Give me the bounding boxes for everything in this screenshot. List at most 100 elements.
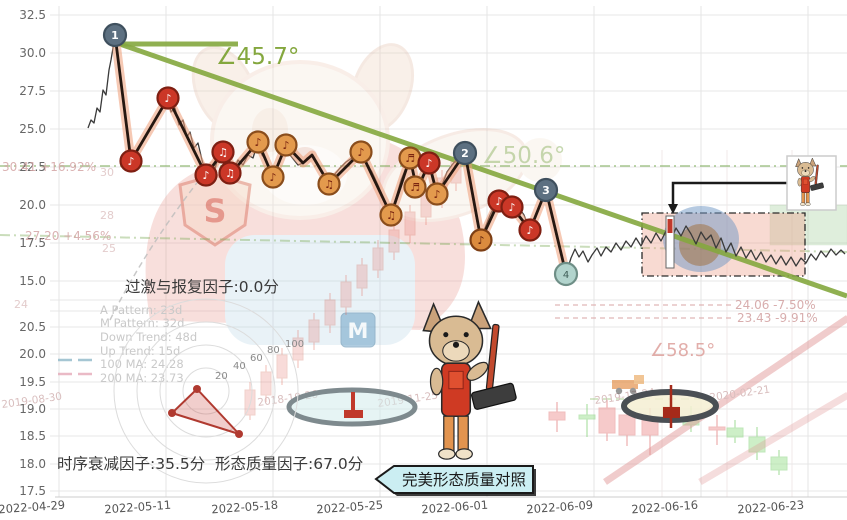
radar-vertex bbox=[235, 430, 243, 438]
legend-down-trend: Down Trend: 48d bbox=[100, 330, 197, 344]
marker-circle bbox=[156, 86, 180, 110]
pattern-markers: 1 ♪ ♪ ♪ ♫ ♫ ♪ ♪ ♪ ♫ ♪ ♫ ♬ ♬ ♪ ♪ 2 ♪ ♪ ♪ ♪ 3 4 bbox=[102, 22, 579, 287]
radar-vertex bbox=[193, 385, 201, 393]
target-ellipse-left bbox=[286, 387, 418, 427]
wm-candle bbox=[244, 389, 256, 416]
ytick: 20.0 bbox=[19, 347, 46, 361]
marker-circle bbox=[379, 203, 403, 227]
marker-glyph: ♫ bbox=[225, 167, 235, 180]
radar-chart bbox=[113, 298, 299, 484]
radar-tick-100: 100 bbox=[285, 339, 304, 350]
legend-200ma: 200 MA: 23.73 bbox=[100, 371, 184, 385]
ytick: 19.5 bbox=[19, 375, 46, 389]
y-axis-bottom: 20.5 20.0 19.5 19.0 18.5 18.0 17.5 bbox=[19, 320, 46, 498]
note-marker: ♬ bbox=[398, 146, 422, 170]
overreact-factor-text: 过激与报复因子:0.0分 bbox=[125, 278, 279, 296]
marker-circle bbox=[119, 149, 143, 173]
note-marker: ♬ bbox=[403, 175, 427, 199]
marker-circle bbox=[274, 133, 298, 157]
level-label-2343: 23.43 -9.91% bbox=[737, 311, 818, 325]
marker-glyph: ♪ bbox=[357, 146, 364, 159]
radar-tick-20: 20 bbox=[215, 371, 228, 382]
xtick: 2022-06-23 bbox=[737, 498, 805, 517]
sequence-marker: 1 bbox=[102, 22, 128, 48]
candle bbox=[598, 407, 616, 434]
sequence-marker: 3 bbox=[533, 177, 559, 203]
wm-candle bbox=[308, 319, 320, 343]
marker-glyph: ♪ bbox=[202, 169, 209, 182]
marker-glyph: ♪ bbox=[164, 92, 171, 105]
perfect-pattern-callout[interactable]: 完美形态质量对照 bbox=[374, 465, 536, 496]
marker-glyph: 2 bbox=[461, 147, 469, 160]
ytick: 25.0 bbox=[19, 122, 46, 136]
marker-circle bbox=[349, 140, 373, 164]
wm-candle bbox=[276, 354, 288, 379]
marker-glyph: ♪ bbox=[526, 224, 533, 237]
candle bbox=[578, 414, 596, 420]
ytick: 18.5 bbox=[19, 429, 46, 443]
note-marker: ♪ bbox=[261, 165, 285, 189]
note-marker: ♫ bbox=[218, 161, 242, 185]
radar-ring bbox=[136, 321, 276, 461]
watermark-dashed-curve bbox=[109, 159, 216, 321]
ytick: 32.5 bbox=[19, 8, 46, 22]
marker-circle bbox=[533, 177, 559, 203]
xtick: 2022-04-29 bbox=[0, 498, 66, 517]
angle-watermark-mid: ∠50.6° bbox=[482, 143, 565, 169]
radar-ring bbox=[113, 298, 299, 484]
sequence-marker: 2 bbox=[452, 140, 478, 166]
marker-circle bbox=[211, 140, 235, 164]
wm-candle bbox=[372, 247, 384, 271]
ytick: 18.0 bbox=[19, 457, 46, 471]
note-marker: 4 bbox=[553, 261, 579, 287]
note-marker: ♪ bbox=[417, 151, 441, 175]
watermark-layer: S M ∠50.6° ∠58.5° A Pattern: 23d bbox=[0, 43, 847, 486]
marker-glyph: 3 bbox=[542, 184, 550, 197]
m-badge: M bbox=[348, 319, 369, 343]
highlighted-candle bbox=[665, 215, 675, 269]
candle bbox=[748, 436, 766, 453]
marker-glyph: ♪ bbox=[508, 201, 515, 214]
watermark-red-trend-line bbox=[603, 315, 847, 485]
wm-num-28: 28 bbox=[100, 209, 114, 222]
radar-ring bbox=[159, 344, 253, 438]
hammer-candle-body bbox=[663, 407, 680, 418]
candle bbox=[618, 414, 636, 436]
xtick: 2022-06-16 bbox=[631, 498, 699, 517]
callout-box bbox=[374, 465, 534, 494]
price-segment bbox=[87, 34, 116, 129]
ytick: 30.0 bbox=[19, 46, 46, 60]
note-marker: ♫ bbox=[211, 140, 235, 164]
note-marker: ♪ bbox=[194, 163, 218, 187]
marker-circle bbox=[417, 151, 441, 175]
radar-tick-80: 80 bbox=[267, 345, 280, 356]
xtick: 2022-06-09 bbox=[526, 498, 594, 517]
radar-vertex bbox=[168, 409, 176, 417]
arrowhead bbox=[668, 204, 678, 214]
marker-glyph: ♪ bbox=[269, 171, 276, 184]
marker-circle bbox=[246, 130, 270, 154]
legend-a-pattern: A Pattern: 23d bbox=[100, 303, 182, 317]
mini-dog-thumbnail[interactable] bbox=[786, 155, 837, 211]
legend-up-trend: Up Trend: 15d bbox=[100, 344, 180, 358]
note-marker: ♪ bbox=[518, 218, 542, 242]
marker-circle bbox=[452, 140, 478, 166]
marker-glyph: 4 bbox=[563, 270, 569, 281]
xtick: 2022-05-25 bbox=[316, 498, 384, 517]
ytick: 19.0 bbox=[19, 402, 46, 416]
ytick: 22.5 bbox=[19, 160, 46, 174]
wm-candle bbox=[388, 229, 400, 253]
radar-tick-labels: 20 40 60 80 100 bbox=[215, 339, 304, 382]
x-axis: 2022-04-29 2022-05-11 2022-05-18 2022-05… bbox=[0, 498, 805, 517]
marker-glyph: ♪ bbox=[477, 234, 484, 247]
marker-circle bbox=[425, 182, 449, 206]
note-marker: ♫ bbox=[317, 172, 341, 196]
trend-lines: ∠45.7° bbox=[113, 39, 847, 299]
wm-num-30: 30 bbox=[100, 166, 114, 179]
wm-num-25: 25 bbox=[102, 242, 116, 255]
wm-candle bbox=[404, 211, 416, 236]
legend-m-pattern: M Pattern: 32d bbox=[100, 316, 184, 330]
ytick: 15.0 bbox=[19, 274, 46, 288]
